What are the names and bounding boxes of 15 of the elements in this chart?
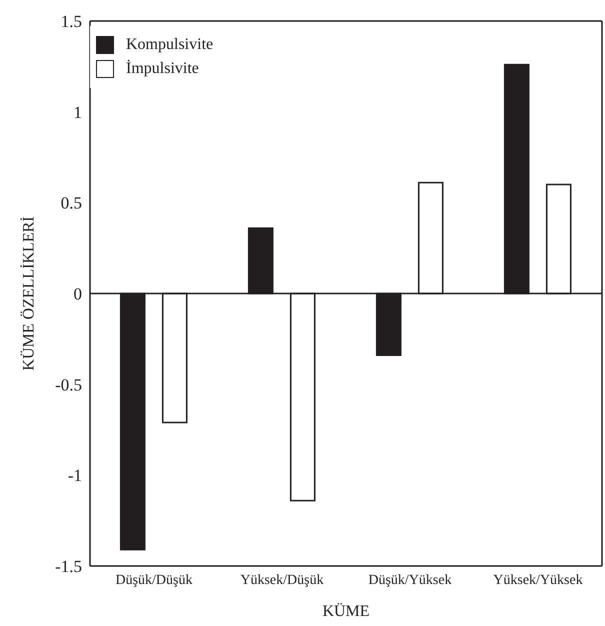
y-tick-label: 0 — [74, 284, 82, 304]
x-tick-label: Düşük/Yüksek — [368, 572, 452, 588]
y-tick-label: 1.5 — [60, 12, 82, 32]
x-tick-label: Yüksek/Düşük — [240, 572, 324, 588]
x-tick-label: Yüksek/Yüksek — [493, 572, 583, 588]
legend-label: İmpulsivite — [126, 60, 199, 78]
x-tick-label: Düşük/Düşük — [115, 572, 193, 588]
y-tick-label: -1.5 — [55, 557, 82, 576]
y-tick-label: -0.5 — [55, 375, 82, 394]
y-tick-label: -1 — [68, 466, 82, 486]
y-axis-title: KÜME ÖZELLİKLERİ — [20, 216, 38, 371]
legend-label: Kompulsivite — [126, 36, 214, 54]
y-tick-label: 0.5 — [60, 194, 82, 213]
x-axis-title: KÜME — [322, 603, 370, 620]
y-tick-label: 1 — [74, 102, 82, 122]
